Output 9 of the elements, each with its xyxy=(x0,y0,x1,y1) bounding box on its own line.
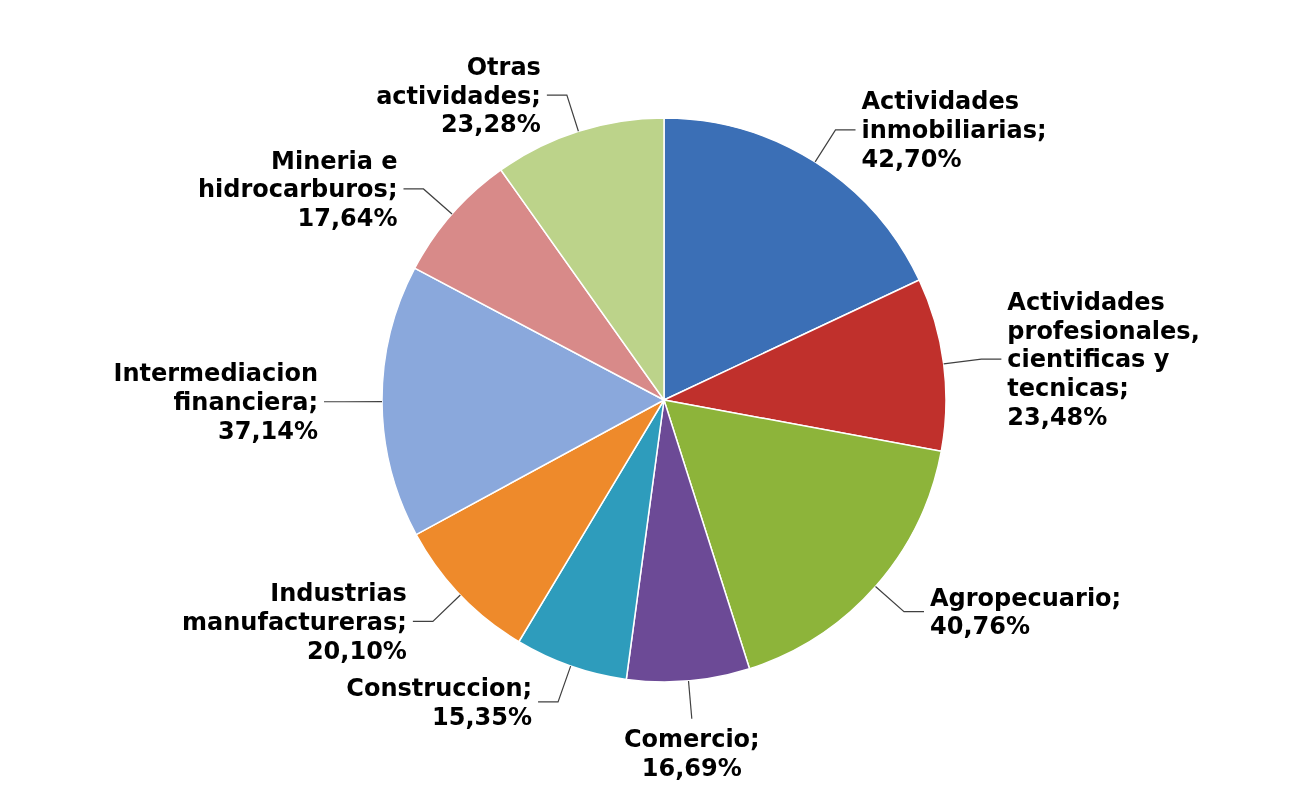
slice-label: Intermediacion financiera; 37,14% xyxy=(113,359,318,445)
slice-label: Construccion; 15,35% xyxy=(346,673,533,731)
slice-label: Industrias manufactureras; 20,10% xyxy=(182,578,407,665)
slice-label: Mineria e hidrocarburos; 17,64% xyxy=(197,146,398,233)
slice-label: Agropecuario; 40,76% xyxy=(930,583,1122,641)
slice-label: Actividades profesionales, cientificas y tecnicas; 23,48% xyxy=(1007,287,1200,432)
slice-label: Actividades inmobiliarias; 42,70% xyxy=(861,87,1047,174)
slice-label: Otras actividades; 23,28% xyxy=(376,52,541,139)
slice-label: Comercio; 16,69% xyxy=(623,724,760,782)
